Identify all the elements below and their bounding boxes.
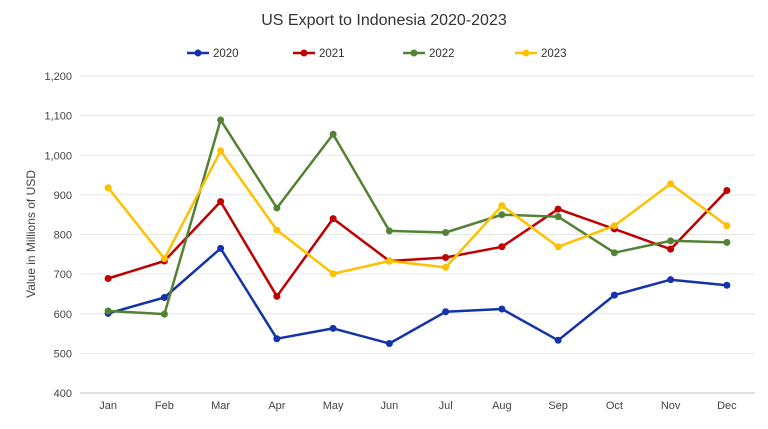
- data-point: [217, 244, 225, 252]
- data-point: [667, 237, 675, 245]
- y-tick-label: 1,000: [44, 150, 72, 162]
- data-point: [498, 243, 506, 251]
- series-2021: [104, 187, 731, 300]
- data-point: [554, 213, 562, 221]
- chart-title: US Export to Indonesia 2020-2023: [261, 12, 507, 29]
- data-point: [273, 335, 281, 343]
- data-point: [554, 336, 562, 344]
- series-2022: [104, 116, 731, 318]
- legend-marker: [410, 49, 418, 57]
- series-line: [107, 247, 728, 345]
- data-point: [667, 276, 675, 284]
- data-point: [217, 147, 225, 155]
- x-tick-label: Oct: [606, 400, 623, 412]
- data-point: [723, 187, 731, 195]
- legend-label: 2021: [319, 48, 345, 60]
- legend-label: 2022: [429, 48, 455, 60]
- x-tick-label: Apr: [268, 400, 285, 412]
- data-point: [723, 281, 731, 289]
- data-point: [160, 294, 168, 302]
- x-tick-label: Jun: [381, 400, 399, 412]
- data-point: [385, 227, 393, 235]
- data-point: [217, 116, 225, 124]
- y-axis-label: Value in Millions of USD: [24, 170, 38, 298]
- data-point: [217, 198, 225, 206]
- data-point: [554, 243, 562, 251]
- data-point: [442, 229, 450, 237]
- series-line: [107, 189, 728, 298]
- data-point: [273, 226, 281, 234]
- y-tick-label: 400: [54, 388, 72, 400]
- legend-item-2022: 2022: [403, 48, 455, 60]
- legend-marker: [300, 49, 308, 57]
- data-point: [554, 205, 562, 213]
- data-point: [610, 222, 618, 230]
- data-point: [442, 253, 450, 261]
- y-tick-label: 1,100: [44, 111, 72, 123]
- data-point: [329, 270, 337, 278]
- data-point: [160, 310, 168, 318]
- data-point: [160, 255, 168, 263]
- data-point: [273, 204, 281, 212]
- data-point: [104, 274, 112, 282]
- data-point: [610, 249, 618, 257]
- legend-item-2021: 2021: [293, 48, 345, 60]
- data-point: [498, 305, 506, 313]
- data-point: [273, 292, 281, 300]
- legend-label: 2023: [541, 48, 567, 60]
- data-point: [442, 308, 450, 316]
- series-line: [108, 118, 727, 316]
- data-point: [329, 324, 337, 332]
- data-point: [104, 184, 112, 192]
- data-point: [385, 339, 393, 347]
- series-2020: [104, 244, 731, 347]
- legend: 2020 2021 2022 2023: [187, 48, 567, 60]
- gridlines: [80, 75, 755, 394]
- data-point: [667, 245, 675, 253]
- x-tick-label: Jul: [439, 400, 453, 412]
- x-tick-label: Nov: [661, 400, 681, 412]
- x-tick-label: Sep: [548, 400, 568, 412]
- data-point: [610, 291, 618, 299]
- x-tick-label: Dec: [717, 400, 737, 412]
- y-tick-label: 700: [54, 269, 72, 281]
- legend-item-2023: 2023: [515, 48, 567, 60]
- x-tick-label: Mar: [211, 400, 230, 412]
- data-point: [498, 202, 506, 210]
- data-point: [723, 238, 731, 246]
- y-tick-label: 900: [54, 190, 72, 202]
- data-point: [385, 257, 393, 265]
- data-point: [104, 307, 112, 315]
- legend-label: 2020: [213, 48, 239, 60]
- data-point: [442, 263, 450, 271]
- axes: 400 500 600 700 800 900 1,000 1,100 1,200 Jan Feb M…: [44, 71, 737, 412]
- x-tick-label: Jan: [99, 400, 117, 412]
- data-point: [498, 211, 506, 219]
- series-2023: [104, 147, 731, 278]
- legend-marker: [522, 49, 530, 57]
- y-tick-label: 500: [54, 348, 72, 360]
- x-tick-label: Feb: [155, 400, 174, 412]
- series-line: [107, 149, 728, 275]
- legend-marker: [194, 49, 202, 57]
- x-tick-label: Aug: [492, 400, 512, 412]
- data-point: [329, 215, 337, 223]
- series-lines: [104, 116, 731, 347]
- y-tick-label: 600: [54, 309, 72, 321]
- y-tick-label: 800: [54, 230, 72, 242]
- data-point: [723, 222, 731, 230]
- data-point: [667, 180, 675, 188]
- data-point: [329, 130, 337, 138]
- legend-item-2020: 2020: [187, 48, 239, 60]
- y-tick-label: 1,200: [44, 71, 72, 83]
- x-tick-label: May: [323, 400, 344, 412]
